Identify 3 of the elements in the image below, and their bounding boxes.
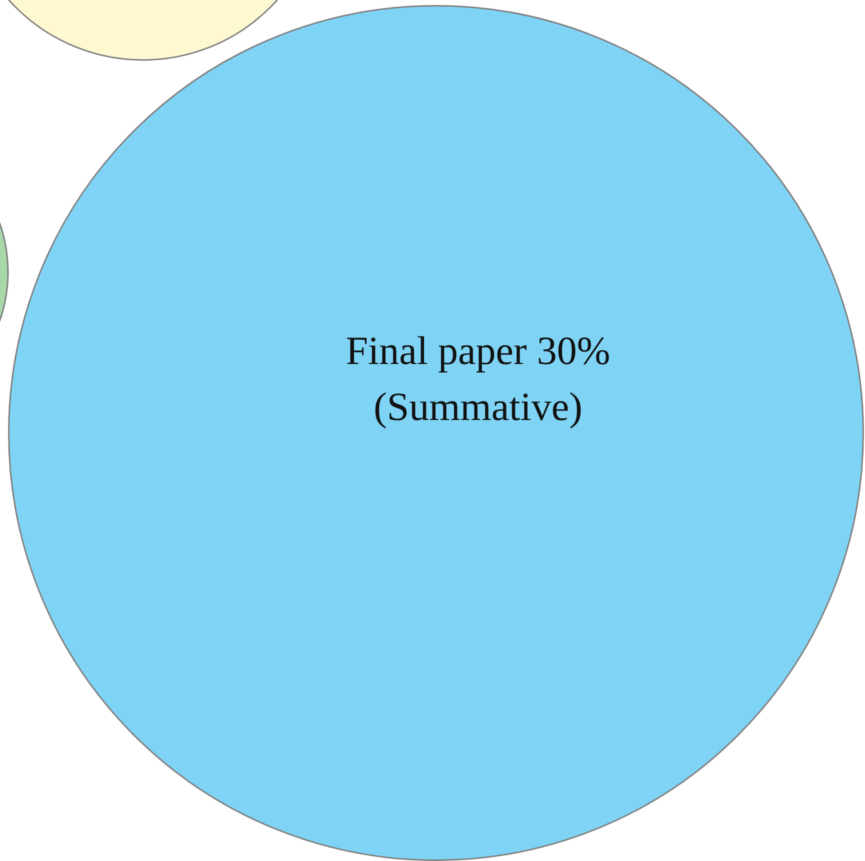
category-label: Final paper <box>346 328 527 373</box>
text: (Summative) <box>374 384 582 429</box>
data-label: 30% <box>536 328 610 373</box>
